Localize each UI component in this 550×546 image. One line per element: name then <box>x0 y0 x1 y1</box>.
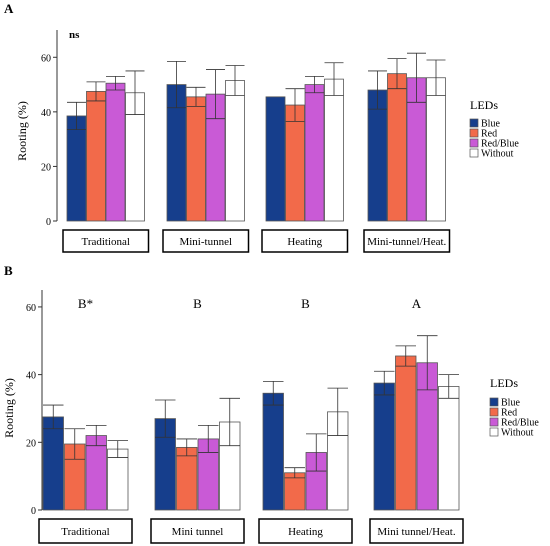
category-strip <box>38 518 133 544</box>
legend-label: Without <box>481 149 514 160</box>
category-strip <box>162 229 250 253</box>
significance-label: A <box>412 296 422 311</box>
bar <box>85 435 107 511</box>
bar <box>265 96 286 222</box>
category-label: Heating <box>288 526 323 538</box>
bar <box>387 73 407 222</box>
y-tick-label: 0 <box>46 217 51 228</box>
category-strip <box>369 518 464 544</box>
bar <box>176 446 198 511</box>
annotations: B* B B A <box>78 296 422 311</box>
legend-swatch <box>489 397 499 407</box>
panel-label: B <box>4 263 13 278</box>
bar <box>373 382 395 511</box>
bar <box>105 82 126 222</box>
significance-label: ns <box>69 29 80 41</box>
bar <box>186 96 206 222</box>
legend-label: Blue <box>501 398 520 409</box>
bar <box>107 448 129 511</box>
legend-swatch <box>489 427 499 437</box>
category-strips: Traditional Mini tunnel Heating Mini tunnel… <box>38 518 464 544</box>
category-label: Traditional <box>82 236 131 248</box>
category-label: Mini-tunnel/Heat. <box>367 236 446 248</box>
category-label: Traditional <box>61 526 110 538</box>
bar <box>66 115 87 222</box>
bar <box>285 104 305 222</box>
category-strip <box>62 229 150 253</box>
bar <box>324 78 344 222</box>
category-strip <box>261 229 349 253</box>
category-label: Mini tunnel/Heat. <box>377 526 455 538</box>
legend-swatch <box>489 417 499 427</box>
bar <box>225 80 245 222</box>
category-label: Heating <box>287 236 322 248</box>
category-strip <box>258 518 353 544</box>
y-axis: 0 20 40 60 <box>26 290 43 517</box>
bar <box>438 386 460 511</box>
y-axis-label: Rooting (%) <box>15 101 29 161</box>
legend-title: LEDs <box>490 376 518 390</box>
y-tick-label: 60 <box>41 53 51 64</box>
legend-swatch <box>469 148 479 158</box>
legend-label: Red/Blue <box>481 139 519 150</box>
category-label: Mini tunnel <box>172 526 224 538</box>
category-strip <box>363 229 451 253</box>
legend-label: Blue <box>481 119 500 130</box>
legend-title: LEDs <box>470 98 498 112</box>
y-tick-label: 40 <box>41 108 51 119</box>
y-tick-label: 20 <box>26 438 36 449</box>
significance-label: B* <box>78 296 93 311</box>
bars <box>66 52 446 222</box>
legend-swatch <box>469 138 479 148</box>
legend-label: Without <box>501 428 534 439</box>
bar <box>284 472 306 511</box>
bar <box>262 392 284 511</box>
y-axis: 0 20 40 60 <box>41 30 58 228</box>
panel-label: A <box>4 1 14 16</box>
legend-label: Red <box>481 129 497 140</box>
bars <box>42 335 460 511</box>
bar <box>367 89 388 222</box>
y-tick-label: 40 <box>26 371 36 382</box>
y-axis-label: Rooting (%) <box>2 378 16 438</box>
annotations: ns <box>69 29 80 41</box>
significance-label: B <box>301 296 310 311</box>
bar <box>426 77 446 222</box>
category-strip <box>150 518 245 544</box>
panel-b: B Rooting (%) 0 20 40 60 B* B B A Traditional M… <box>2 263 539 544</box>
significance-label: B <box>193 296 202 311</box>
y-tick-label: 20 <box>41 162 51 173</box>
y-tick-label: 0 <box>31 506 36 517</box>
category-label: Mini-tunnel <box>179 236 232 248</box>
category-strips: Traditional Mini-tunnel Heating Mini-tunnel… <box>62 229 451 253</box>
legend-swatch <box>489 407 499 417</box>
panel-a: A Rooting (%) 0 20 40 60 ns Traditional Mini… <box>4 1 519 253</box>
legend-label: Red/Blue <box>501 418 539 429</box>
bar <box>42 416 64 511</box>
bar <box>395 355 417 511</box>
bar <box>86 90 106 222</box>
y-tick-label: 60 <box>26 303 36 314</box>
legend-swatch <box>469 118 479 128</box>
legend-label: Red <box>501 408 517 419</box>
bar <box>304 84 325 222</box>
legend-swatch <box>469 128 479 138</box>
